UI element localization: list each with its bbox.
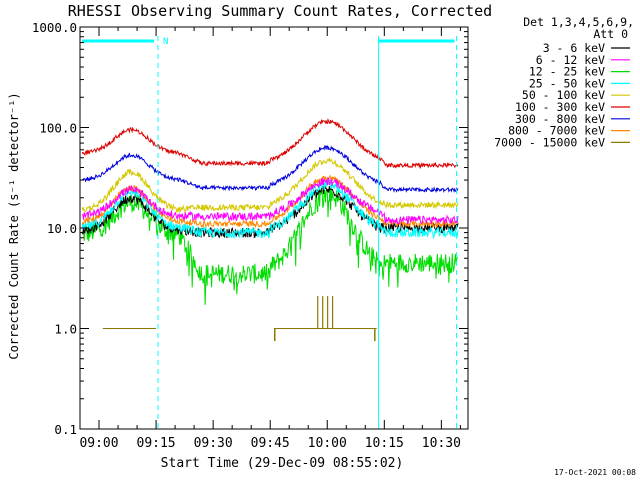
legend-header-line-1: Det 1,3,4,5,6,9, <box>523 15 634 29</box>
series-line-2 <box>82 185 459 305</box>
series-line-3 <box>81 179 459 240</box>
axes-layer: 0.1 1.0 10.0 100.0 1000.0 09:00 09:15 09:30 09:4… <box>32 20 469 451</box>
legend-header-line-2: Att 0 <box>593 27 628 41</box>
y-tick-label: 100.0 <box>39 121 77 136</box>
legend-label-1: 6 - 12 keV <box>536 53 605 67</box>
legend-label-5: 100 - 300 keV <box>515 100 605 114</box>
y-axis-label: Corrected Count Rate (s⁻¹ detector⁻¹) <box>7 92 21 359</box>
night-label: N <box>163 37 168 47</box>
x-tick-label: 10:30 <box>422 436 461 451</box>
legend-label-4: 50 - 100 keV <box>522 88 605 102</box>
series-line-1 <box>81 176 459 225</box>
x-tick-label: 09:45 <box>251 436 290 451</box>
y-tick-label: 0.1 <box>54 422 77 437</box>
x-tick-label: 09:30 <box>194 436 233 451</box>
legend-label-6: 300 - 800 keV <box>515 112 605 126</box>
y-tick-label: 1.0 <box>54 322 77 337</box>
legend-label-7: 800 - 7000 keV <box>508 124 605 138</box>
attenuator-layer <box>102 296 377 342</box>
chart-title: RHESSI Observing Summary Count Rates, Co… <box>68 2 492 20</box>
series-layer <box>81 118 459 305</box>
y-tick-label: 1000.0 <box>32 20 77 35</box>
x-tick-label: 10:15 <box>365 436 404 451</box>
y-tick-label: 10.0 <box>47 221 77 236</box>
legend-label-0: 3 - 6 keV <box>543 41 605 55</box>
x-tick-label: 10:00 <box>308 436 347 451</box>
generation-timestamp: 17-Oct-2021 00:08 <box>554 468 636 477</box>
series-line-5 <box>81 118 459 170</box>
legend-label-3: 25 - 50 keV <box>529 76 605 90</box>
x-tick-label: 09:15 <box>137 436 176 451</box>
series-line-4 <box>81 156 459 214</box>
x-tick-label: 09:00 <box>79 436 118 451</box>
legend-label-2: 12 - 25 keV <box>529 65 605 79</box>
legend-label-8: 7000 - 15000 keV <box>494 135 605 149</box>
x-axis-label: Start Time (29-Dec-09 08:55:02) <box>161 456 404 471</box>
series-line-6 <box>82 145 459 193</box>
